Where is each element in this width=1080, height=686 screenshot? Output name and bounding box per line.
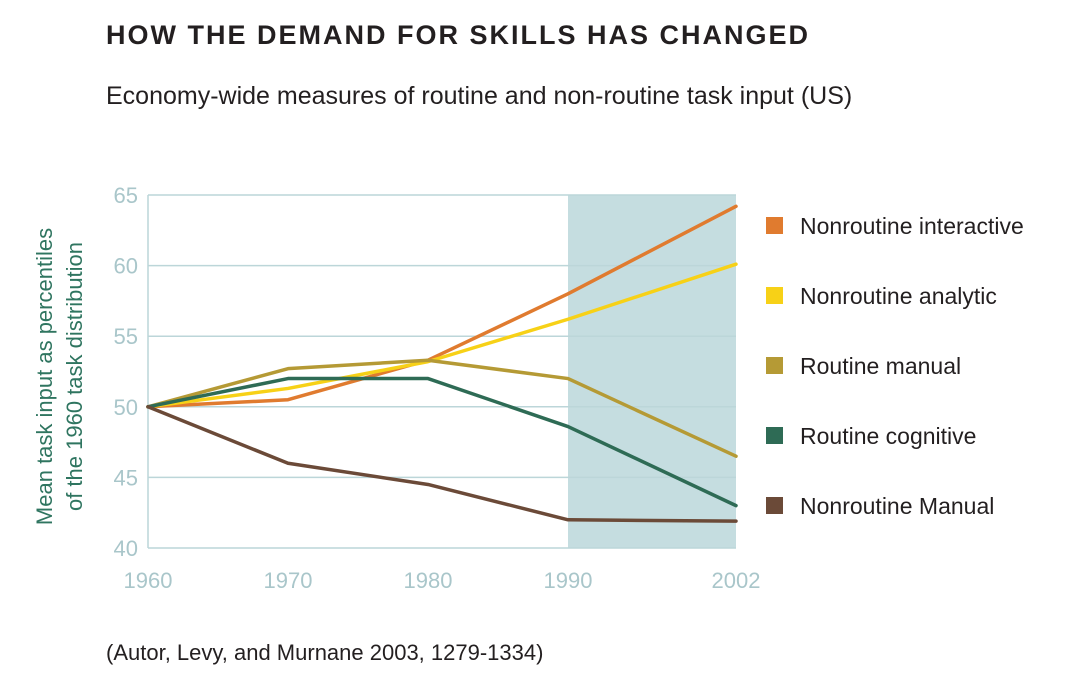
legend-swatch-nonroutine-manual [766,497,783,514]
chart-title: HOW THE DEMAND FOR SKILLS HAS CHANGED [106,20,810,50]
series-line-routine-manual [146,358,738,458]
y-tick-label-50: 50 [114,395,138,420]
legend-label-nonroutine-analytic: Nonroutine analytic [800,283,997,309]
highlight-band [568,195,736,548]
x-tick-label-1980: 1980 [404,568,453,593]
y-tick-label-40: 40 [114,536,138,561]
legend-label-nonroutine-manual: Nonroutine Manual [800,493,994,519]
citation: (Autor, Levy, and Murnane 2003, 1279-133… [106,640,544,665]
series-line-nonroutine-manual [146,405,738,523]
legend-swatch-nonroutine-interactive [766,217,783,234]
legend-label-routine-cognitive: Routine cognitive [800,423,976,449]
y-tick-label-55: 55 [114,324,138,349]
legend: Nonroutine interactive Nonroutine analyti… [766,213,1024,519]
y-tick-label-60: 60 [114,254,138,279]
legend-swatch-nonroutine-analytic [766,287,783,304]
y-tick-label-45: 45 [114,465,138,490]
x-tick-label-1970: 1970 [264,568,313,593]
legend-swatch-routine-manual [766,357,783,374]
axes-layer: 40 45 50 55 60 65 1960 1970 1980 1990 2002 [114,183,761,593]
x-tick-label-2002: 2002 [712,568,761,593]
chart-subtitle: Economy-wide measures of routine and non… [106,82,853,110]
series-line-routine-cognitive [146,376,738,508]
legend-label-nonroutine-interactive: Nonroutine interactive [800,213,1024,239]
legend-swatch-routine-cognitive [766,427,783,444]
y-tick-label-65: 65 [114,183,138,208]
highlight-layer [568,195,736,548]
y-axis-label-line-2: of the 1960 task distribution [62,242,87,511]
y-axis-label-line-1: Mean task input as percentiles [32,228,57,525]
x-tick-label-1990: 1990 [544,568,593,593]
legend-label-routine-manual: Routine manual [800,353,961,379]
grid-layer [148,194,736,549]
series-layer [146,204,738,523]
y-axis-label: Mean task input as percentiles of the 196… [32,228,87,525]
x-tick-label-1960: 1960 [124,568,173,593]
